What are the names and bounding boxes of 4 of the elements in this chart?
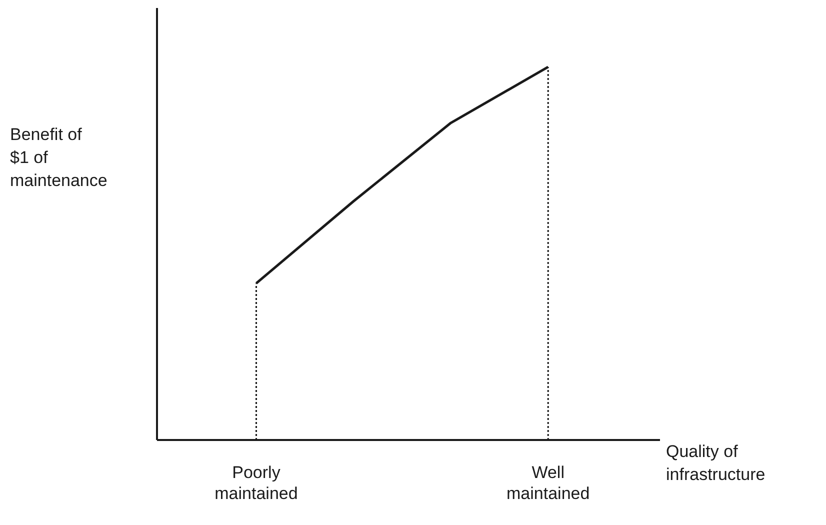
y-axis-title: Benefit of $1 of maintenance (10, 125, 108, 190)
x-axis-title: Quality of infrastructure (666, 442, 766, 484)
x-tick-label: Well maintained (506, 463, 590, 503)
x-tick-label: Poorly maintained (214, 463, 298, 503)
